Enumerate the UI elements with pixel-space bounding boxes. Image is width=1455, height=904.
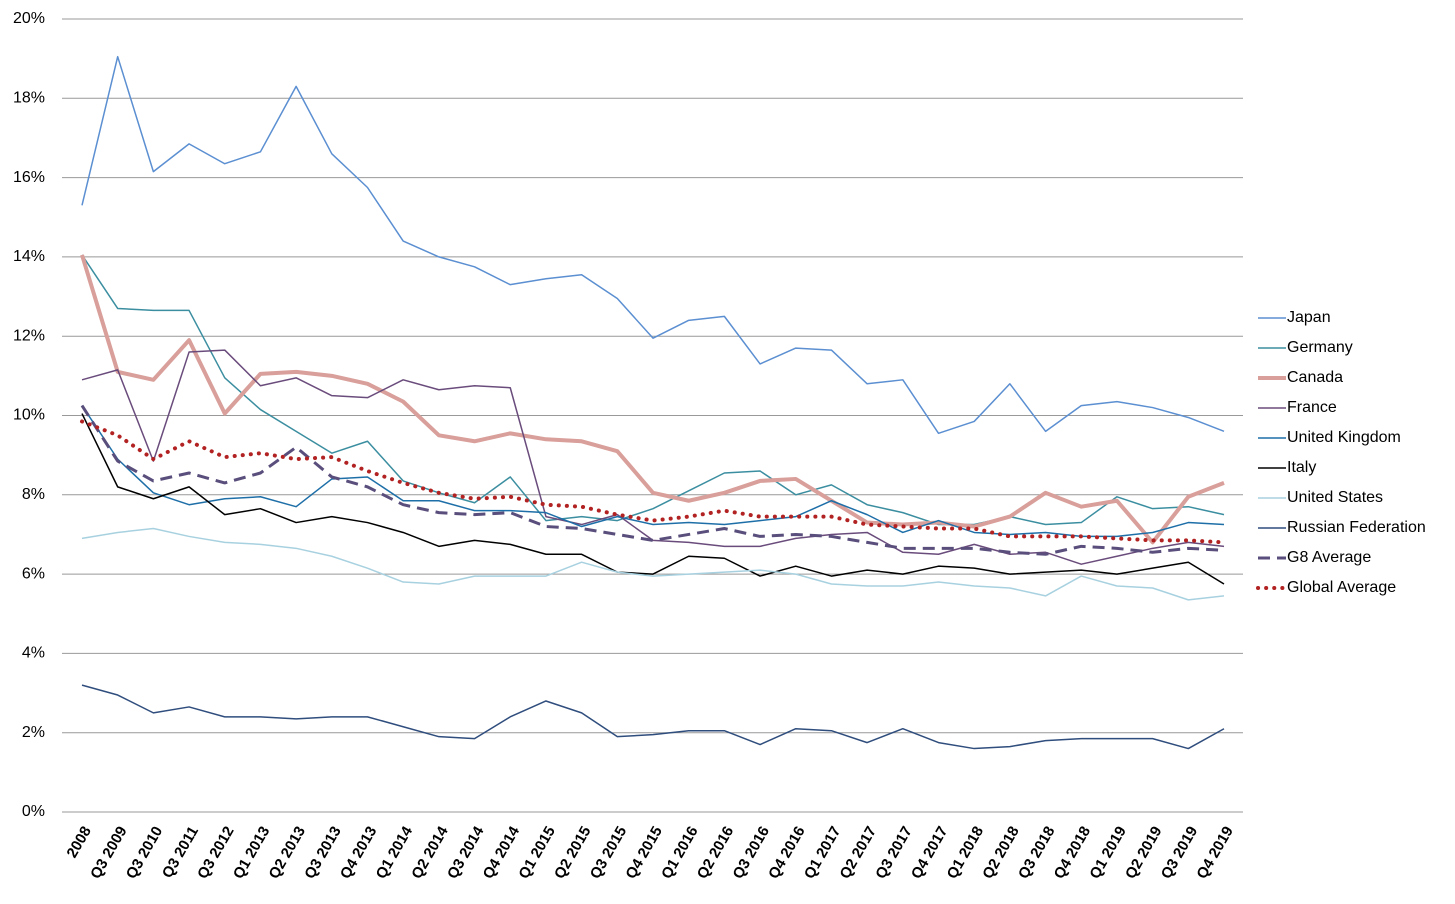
- y-tick-label: 0%: [22, 803, 45, 820]
- y-tick-label: 16%: [13, 169, 45, 186]
- series-line: [81, 405, 1225, 538]
- y-tick-label: 20%: [13, 10, 45, 27]
- series-line: [81, 527, 1225, 601]
- legend-label: Canada: [1287, 369, 1343, 386]
- legend-label: Russian Federation: [1287, 519, 1426, 536]
- y-tick-label: 12%: [13, 327, 45, 344]
- legend-label: Italy: [1287, 459, 1316, 476]
- y-tick-label: 4%: [22, 645, 45, 662]
- legend-label: Japan: [1287, 309, 1331, 326]
- series-line: [80, 254, 1225, 545]
- legend-label: G8 Average: [1287, 549, 1371, 566]
- y-tick-label: 8%: [22, 486, 45, 503]
- legend-label: United Kingdom: [1287, 429, 1401, 446]
- y-tick-label: 10%: [13, 407, 45, 424]
- series-line: [81, 349, 1225, 565]
- legend-label: France: [1287, 399, 1337, 416]
- y-tick-label: 14%: [13, 248, 45, 265]
- series-line: [81, 254, 1225, 526]
- x-tick-label: 2008: [63, 823, 94, 860]
- legend-label: United States: [1287, 489, 1383, 506]
- series-line: [81, 684, 1225, 750]
- series-line: [80, 419, 1226, 545]
- series-line: [81, 413, 1225, 585]
- legend-label: Global Average: [1287, 579, 1396, 596]
- series-line: [81, 55, 1225, 435]
- y-tick-label: 2%: [22, 724, 45, 741]
- y-tick-label: 6%: [22, 565, 45, 582]
- legend-label: Germany: [1287, 339, 1353, 356]
- series-line: [80, 404, 1225, 556]
- y-tick-label: 18%: [13, 90, 45, 107]
